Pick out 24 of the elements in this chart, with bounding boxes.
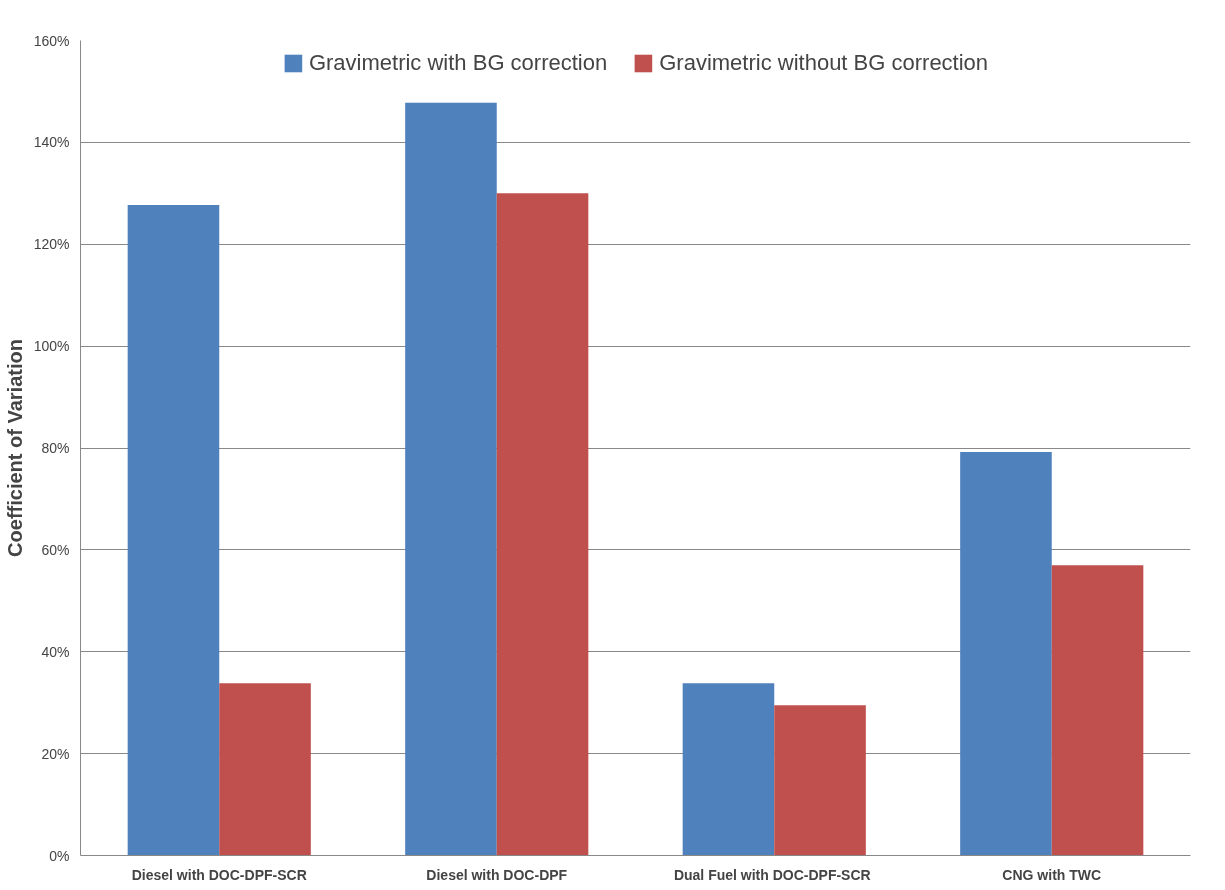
bar xyxy=(960,452,1052,856)
x-tick-label: CNG with TWC xyxy=(1002,866,1102,883)
bar xyxy=(405,102,497,856)
bar xyxy=(682,683,775,856)
legend-label: Gravimetric with BG correction xyxy=(308,50,608,76)
y-axis-title: Coefficient of Variation xyxy=(3,339,26,557)
bar xyxy=(1051,565,1144,856)
y-tick-label: 120% xyxy=(33,236,70,253)
y-tick-label: 40% xyxy=(41,643,70,660)
y-tick-label: 80% xyxy=(41,440,70,456)
bar xyxy=(774,705,866,856)
y-tick-label: 140% xyxy=(33,134,70,151)
x-tick-label: Diesel with DOC-DPF-SCR xyxy=(131,866,307,883)
y-tick-label: 20% xyxy=(41,745,70,762)
bar xyxy=(496,193,589,856)
bar xyxy=(127,205,220,856)
y-tick-label: 160% xyxy=(33,32,70,49)
bar xyxy=(219,683,311,856)
x-tick-label: Diesel with DOC-DPF xyxy=(426,866,568,883)
legend-label: Gravimetric without BG correction xyxy=(659,50,989,76)
y-tick-label: 60% xyxy=(41,541,70,558)
x-tick-label: Dual Fuel with DOC-DPF-SCR xyxy=(673,866,871,883)
y-tick-label: 100% xyxy=(33,338,70,355)
y-tick-label: 0% xyxy=(49,847,70,864)
